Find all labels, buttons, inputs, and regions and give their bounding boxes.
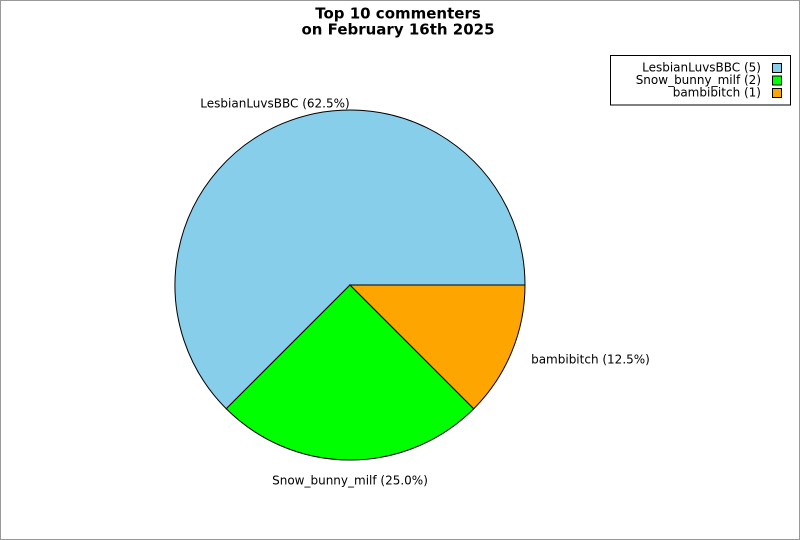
slice-label: LesbianLuvsBBC (62.5%): [200, 96, 349, 110]
slice-label: Snow_bunny_milf (25.0%): [272, 474, 428, 488]
legend-swatch: [772, 75, 782, 86]
chart-title: on February 16th 2025: [301, 21, 494, 39]
slice-label: bambibitch (12.5%): [531, 353, 650, 367]
legend-label: bambibitch (1): [673, 86, 761, 100]
legend-label: LesbianLuvsBBC (5): [642, 61, 761, 75]
legend-label: Snow_bunny_milf (2): [636, 73, 761, 87]
chart-title: Top 10 commenters: [315, 5, 481, 23]
pie-slice: [348, 284, 526, 410]
legend-box: [610, 55, 791, 106]
legend-swatch: [772, 88, 782, 98]
pie-slice: [225, 284, 475, 461]
legend-swatch: [772, 63, 782, 73]
pie-slice: [174, 109, 526, 410]
